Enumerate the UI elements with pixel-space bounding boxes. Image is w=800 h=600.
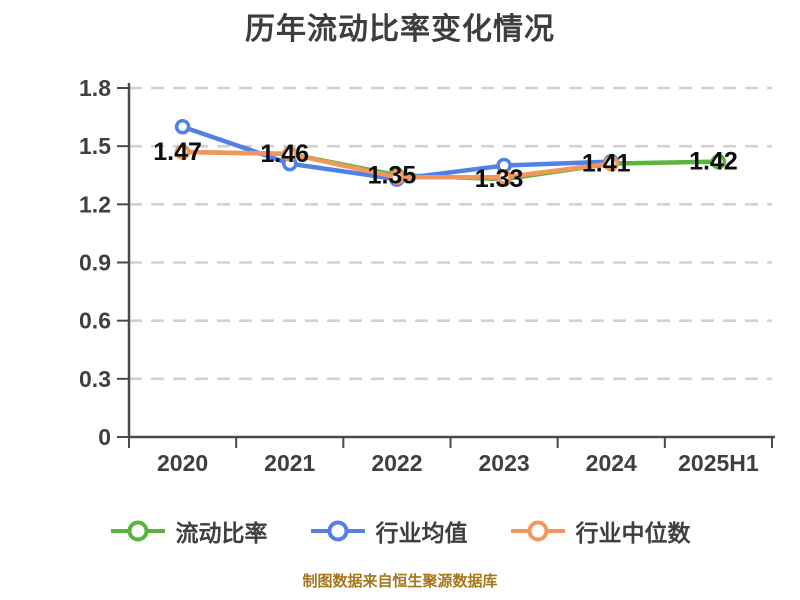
y-tick-label: 0.9: [79, 250, 111, 276]
data-source-note: 制图数据来自恒生聚源数据库: [302, 573, 498, 590]
y-tick-label: 1.5: [79, 133, 111, 159]
x-tick-label: 2024: [586, 450, 637, 476]
point-value-label: 1.33: [475, 165, 524, 193]
legend-item-industry-median[interactable]: 行业中位数: [510, 514, 691, 548]
chart-title: 历年流动比率变化情况: [245, 13, 555, 46]
data-point-marker: [603, 155, 619, 172]
x-tick-label: 2023: [478, 450, 529, 476]
point-value-label: 1.41: [582, 150, 631, 178]
data-point-marker: [282, 146, 298, 162]
legend-label-current-ratio: 流动比率: [175, 520, 268, 546]
data-point-marker: [710, 153, 727, 170]
legend-label-industry-average: 行业均值: [375, 520, 468, 546]
y-tick-label: 0: [98, 424, 111, 450]
x-tick-label: 2022: [371, 450, 422, 476]
point-value-label: 1.46: [260, 140, 309, 168]
line-chart-plot: 0 0.3 0.6 0.9 1.2 1.5 1.8 2020 2021 2022 2023 2024 2…: [79, 75, 775, 476]
legend-marker-industry-average-icon: [310, 520, 365, 542]
data-point-marker: [174, 119, 191, 135]
data-point-marker: [496, 169, 512, 185]
y-tick-label: 0.6: [79, 308, 111, 334]
x-tick-label: 2021: [264, 450, 315, 476]
legend-marker-industry-median-icon: [510, 520, 565, 542]
x-tick-label: 2025H1: [678, 450, 759, 476]
data-point-marker: [389, 169, 405, 185]
data-point-marker: [174, 144, 191, 160]
legend: 流动比率 行业均值 行业中位数: [0, 514, 800, 548]
x-tick-label: 2020: [157, 450, 208, 476]
legend-item-industry-average[interactable]: 行业均值: [310, 514, 468, 548]
point-value-label: 1.42: [689, 148, 738, 176]
point-value-label: 1.47: [153, 138, 202, 166]
y-tick-label: 1.2: [79, 191, 111, 217]
legend-label-industry-median: 行业中位数: [575, 520, 691, 546]
y-tick-label: 0.3: [79, 366, 111, 392]
y-tick-label: 1.8: [79, 75, 111, 101]
legend-item-current-ratio[interactable]: 流动比率: [110, 514, 268, 548]
legend-marker-current-ratio-icon: [110, 520, 165, 542]
point-value-label: 1.35: [368, 161, 417, 189]
